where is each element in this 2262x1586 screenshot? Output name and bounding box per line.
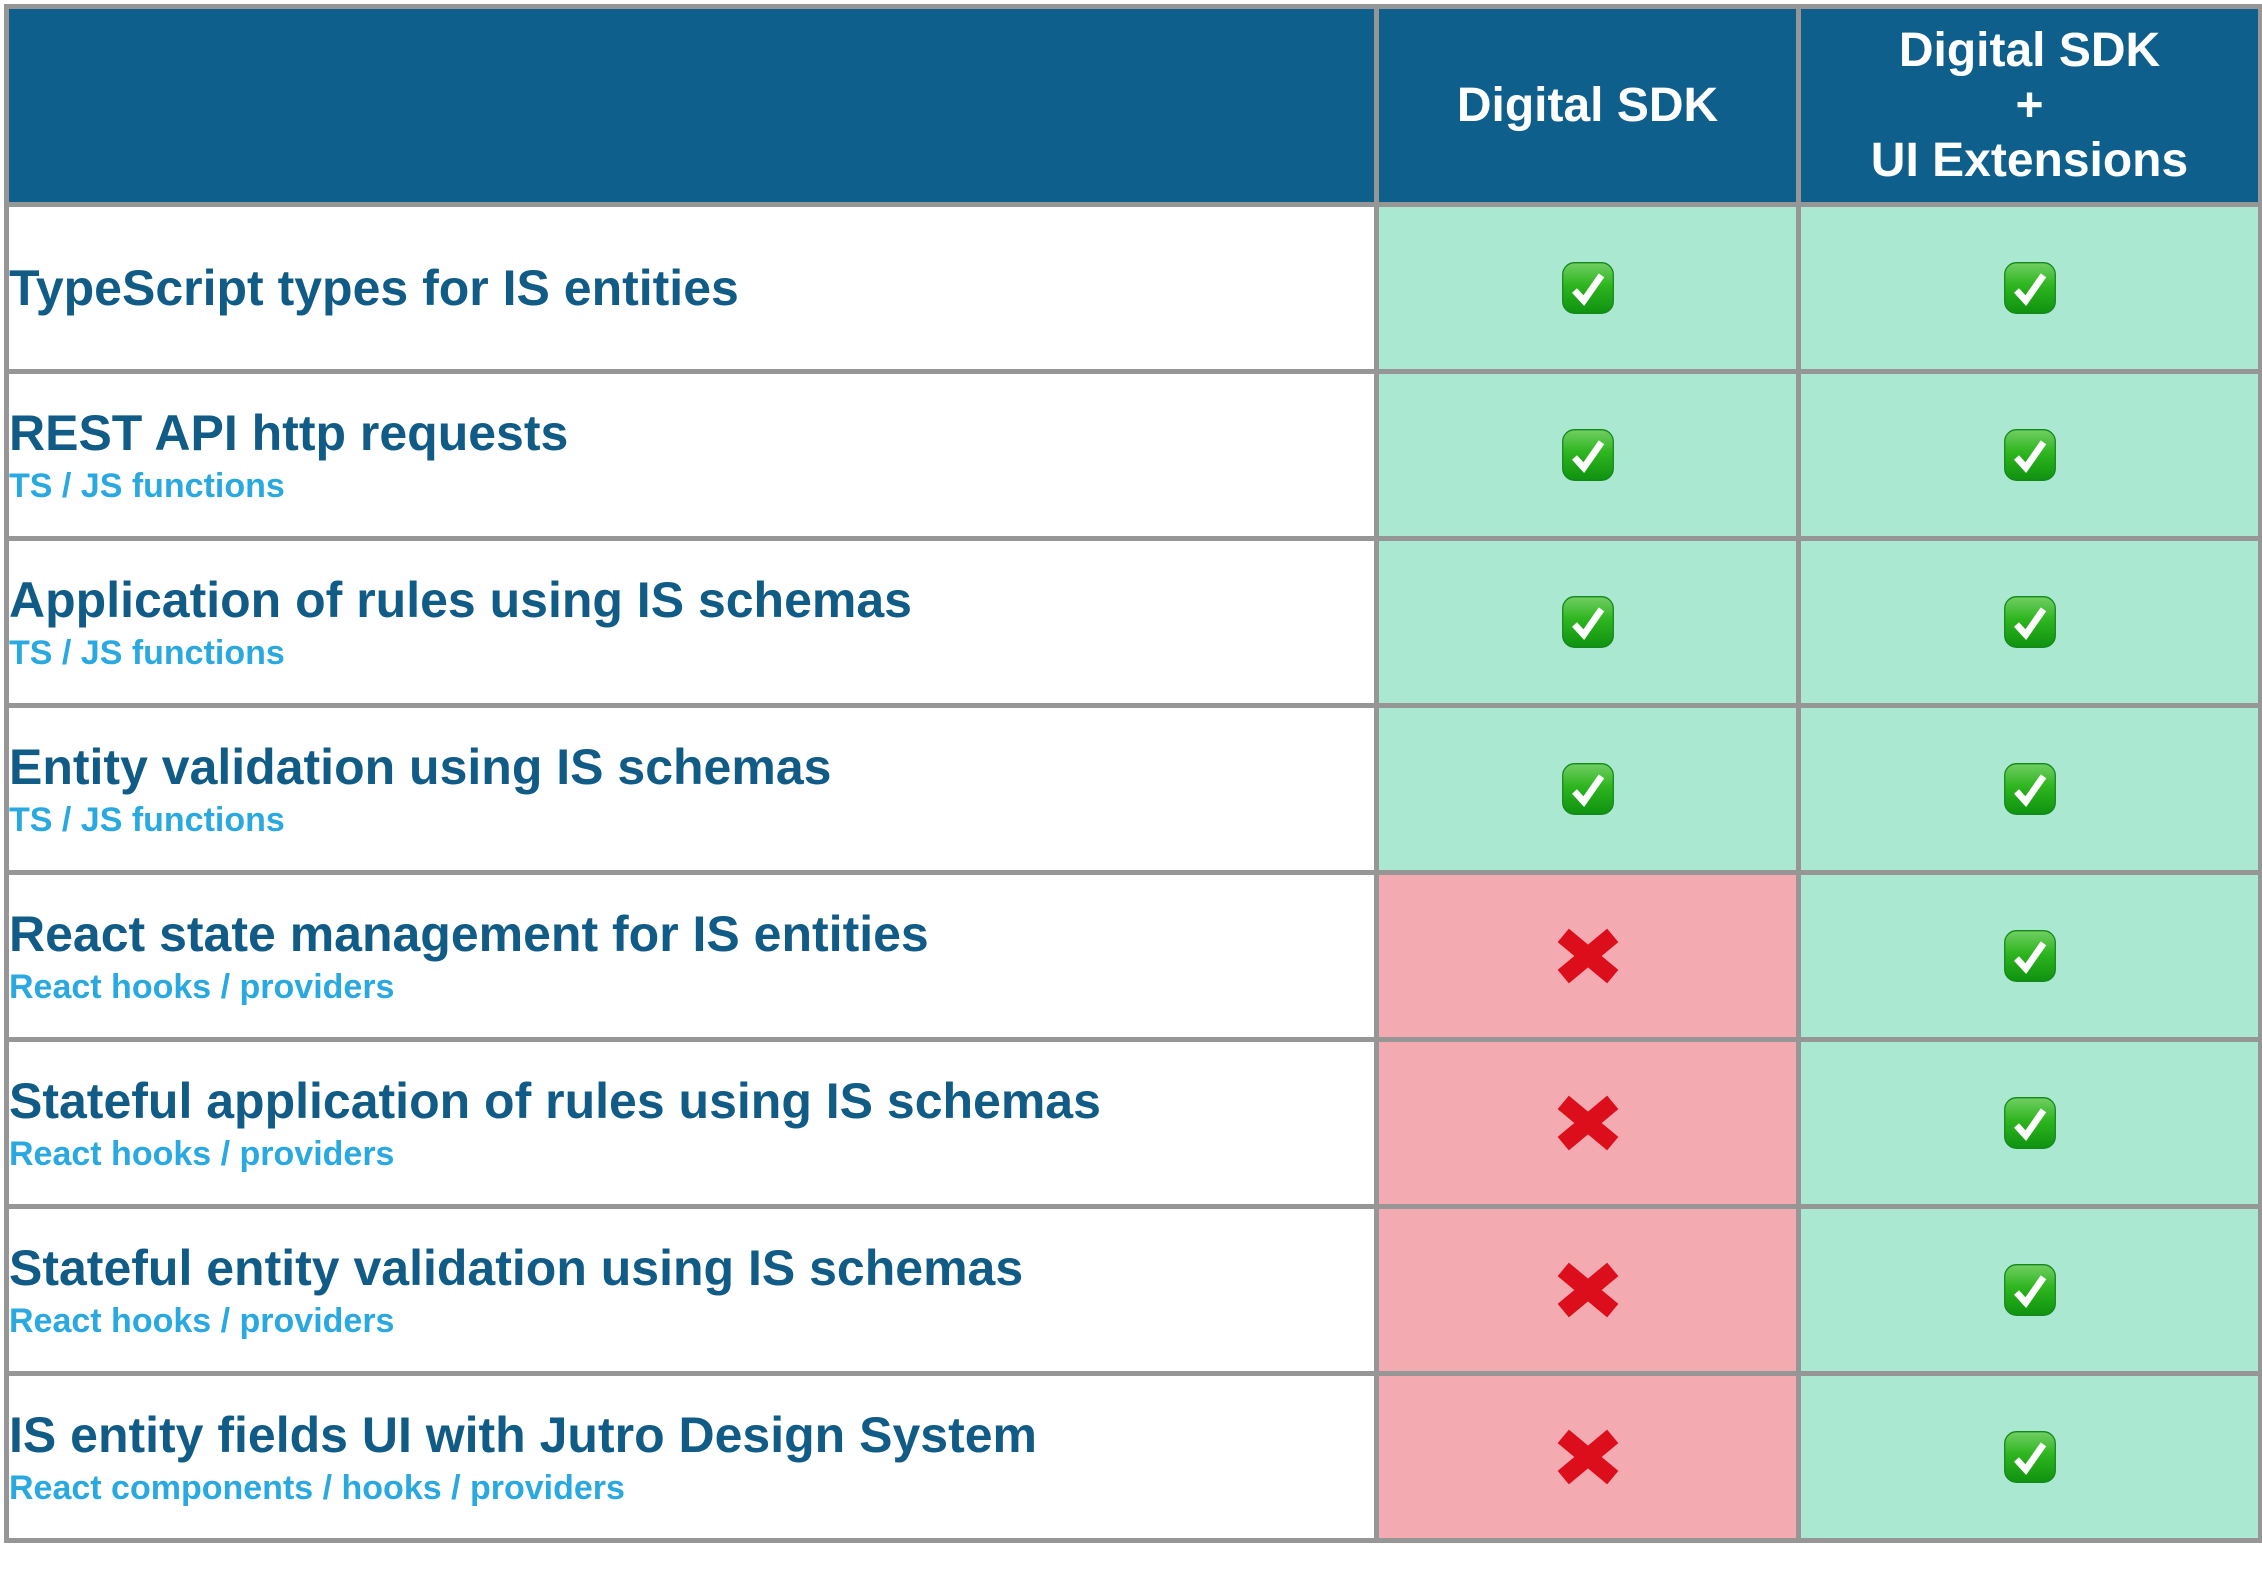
- feature-cell: Entity validation using IS schemas TS / …: [4, 703, 1379, 875]
- feature-cell: Application of rules using IS schemas TS…: [4, 536, 1379, 708]
- feature-title: Entity validation using IS schemas: [9, 738, 832, 795]
- feature-title: Application of rules using IS schemas: [9, 571, 912, 628]
- table-row: Application of rules using IS schemas TS…: [4, 536, 2262, 708]
- sdk-ui-extensions-support-cell: [1796, 369, 2262, 541]
- sdk-ui-extensions-support-cell: [1796, 703, 2262, 875]
- digital-sdk-support-cell: [1374, 202, 1801, 374]
- digital-sdk-support-cell: [1374, 1204, 1801, 1376]
- feature-column-header: [4, 4, 1379, 207]
- check-icon: [1561, 262, 1614, 314]
- feature-subtitle: React hooks / providers: [9, 1301, 395, 1340]
- check-icon: [2003, 930, 2056, 982]
- feature-title: TypeScript types for IS entities: [9, 259, 739, 316]
- table-row: REST API http requests TS / JS functions: [4, 369, 2262, 541]
- check-icon: [2003, 596, 2056, 648]
- check-icon: [1561, 429, 1614, 481]
- check-icon: [2003, 429, 2056, 481]
- feature-subtitle: TS / JS functions: [9, 800, 285, 839]
- header-row: Digital SDK Digital SDK + UI Extensions: [4, 4, 2262, 207]
- header-line: UI Extensions: [1870, 134, 2189, 188]
- sdk-ui-extensions-support-cell: [1796, 1204, 2262, 1376]
- digital-sdk-support-cell: [1374, 870, 1801, 1042]
- feature-comparison-table: Digital SDK Digital SDK + UI Extensions …: [4, 4, 2262, 1543]
- cross-icon: [1557, 928, 1618, 984]
- feature-cell: REST API http requests TS / JS functions: [4, 369, 1379, 541]
- check-icon: [2003, 763, 2056, 815]
- feature-title: Stateful entity validation using IS sche…: [9, 1239, 1024, 1296]
- digital-sdk-column-header: Digital SDK: [1374, 4, 1801, 207]
- table-row: React state management for IS entities R…: [4, 870, 2262, 1042]
- digital-sdk-support-cell: [1374, 536, 1801, 708]
- feature-cell: Stateful application of rules using IS s…: [4, 1037, 1379, 1209]
- feature-subtitle: TS / JS functions: [9, 466, 285, 505]
- feature-subtitle: React hooks / providers: [9, 967, 395, 1006]
- table-row: Entity validation using IS schemas TS / …: [4, 703, 2262, 875]
- sdk-ui-extensions-support-cell: [1796, 870, 2262, 1042]
- digital-sdk-support-cell: [1374, 369, 1801, 541]
- check-icon: [1561, 596, 1614, 648]
- sdk-ui-extensions-column-header: Digital SDK + UI Extensions: [1796, 4, 2262, 207]
- feature-cell: TypeScript types for IS entities: [4, 202, 1379, 374]
- digital-sdk-support-cell: [1374, 1371, 1801, 1543]
- table-row: Stateful application of rules using IS s…: [4, 1037, 2262, 1209]
- feature-title: Stateful application of rules using IS s…: [9, 1072, 1101, 1129]
- sdk-ui-extensions-support-cell: [1796, 1037, 2262, 1209]
- cross-icon: [1557, 1095, 1618, 1151]
- sdk-ui-extensions-support-cell: [1796, 536, 2262, 708]
- digital-sdk-support-cell: [1374, 1037, 1801, 1209]
- header-line: Digital SDK: [1898, 23, 2161, 77]
- table-row: IS entity fields UI with Jutro Design Sy…: [4, 1371, 2262, 1543]
- feature-cell: React state management for IS entities R…: [4, 870, 1379, 1042]
- check-icon: [2003, 1264, 2056, 1316]
- feature-title: IS entity fields UI with Jutro Design Sy…: [9, 1406, 1037, 1463]
- cross-icon: [1557, 1429, 1618, 1485]
- sdk-ui-extensions-support-cell: [1796, 1371, 2262, 1543]
- check-icon: [2003, 1097, 2056, 1149]
- check-icon: [1561, 763, 1614, 815]
- header-line: +: [2015, 78, 2044, 132]
- sdk-ui-extensions-support-cell: [1796, 202, 2262, 374]
- feature-subtitle: React hooks / providers: [9, 1134, 395, 1173]
- table-row: TypeScript types for IS entities: [4, 202, 2262, 374]
- check-icon: [2003, 262, 2056, 314]
- feature-subtitle: TS / JS functions: [9, 633, 285, 672]
- cross-icon: [1557, 1262, 1618, 1318]
- feature-subtitle: React components / hooks / providers: [9, 1468, 625, 1507]
- feature-title: REST API http requests: [9, 404, 569, 461]
- feature-cell: IS entity fields UI with Jutro Design Sy…: [4, 1371, 1379, 1543]
- check-icon: [2003, 1431, 2056, 1483]
- feature-title: React state management for IS entities: [9, 905, 929, 962]
- feature-cell: Stateful entity validation using IS sche…: [4, 1204, 1379, 1376]
- digital-sdk-support-cell: [1374, 703, 1801, 875]
- table-row: Stateful entity validation using IS sche…: [4, 1204, 2262, 1376]
